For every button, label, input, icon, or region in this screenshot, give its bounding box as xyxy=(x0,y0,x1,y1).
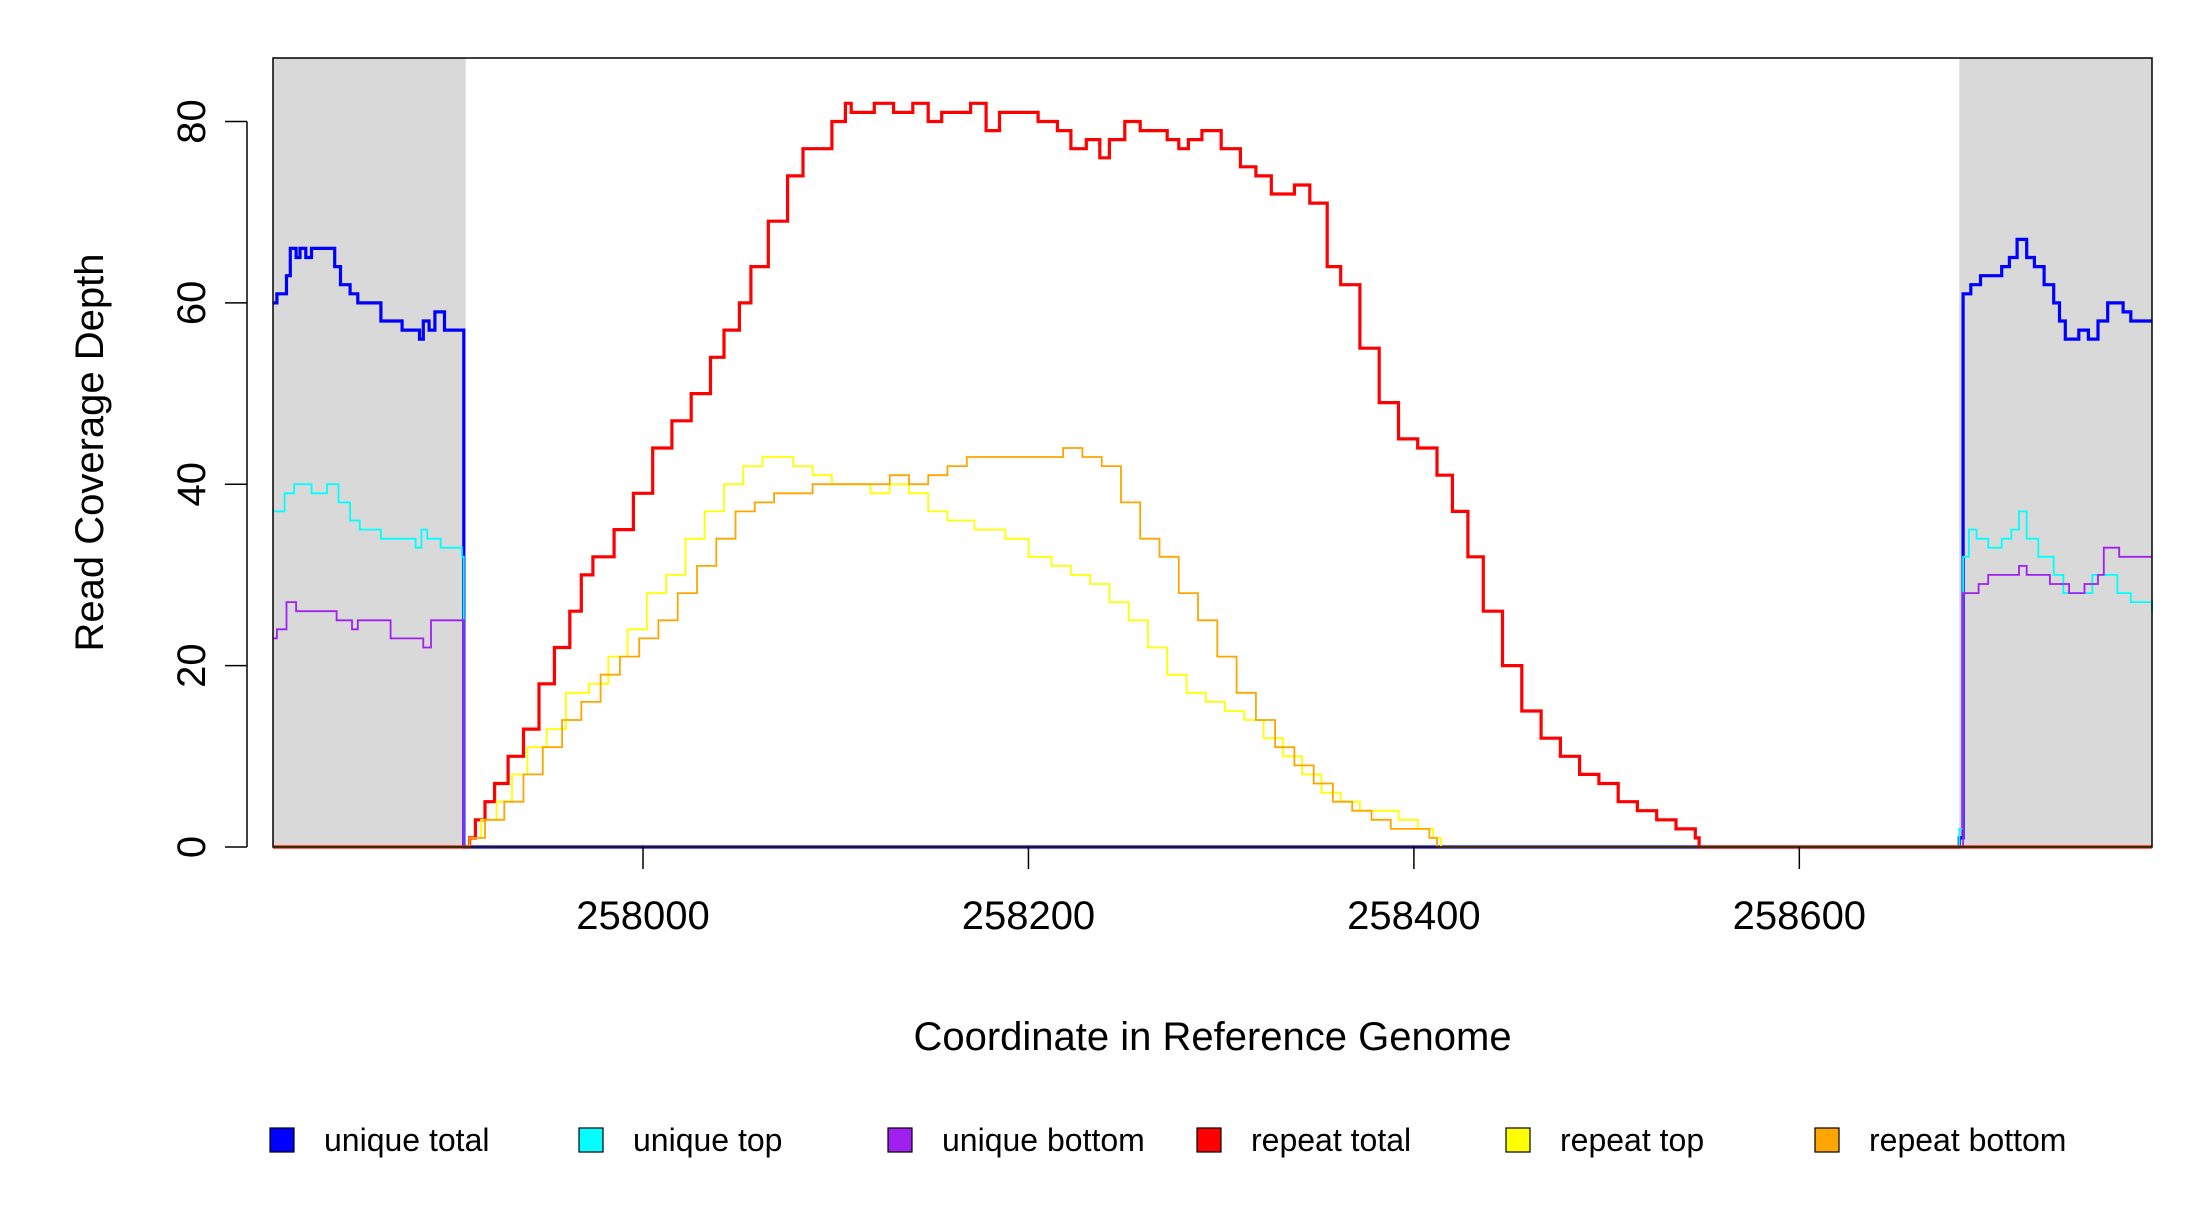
legend-label-unique-top: unique top xyxy=(633,1122,782,1158)
y-tick-label-2: 40 xyxy=(170,462,214,507)
x-tick-label-2: 258400 xyxy=(1347,894,1480,938)
series-line-repeat-bottom xyxy=(273,447,2152,848)
series-line-unique-bottom xyxy=(273,546,2152,848)
shaded-region-1 xyxy=(1959,58,2152,847)
series-line-unique-total xyxy=(273,237,2152,849)
legend-swatch-repeat-total xyxy=(1196,1127,1222,1153)
x-axis: 258000 258200 258400 258600 xyxy=(576,847,1866,938)
y-axis: 0 20 40 60 80 xyxy=(170,99,248,858)
x-tick-label-3: 258600 xyxy=(1733,894,1866,938)
y-tick-label-1: 20 xyxy=(170,643,214,688)
x-tick-label-0: 258000 xyxy=(576,894,709,938)
y-tick-label-3: 60 xyxy=(170,281,214,326)
shaded-regions xyxy=(273,58,2152,847)
legend-swatch-unique-total xyxy=(269,1127,295,1153)
series-lines xyxy=(273,101,2153,849)
legend-swatch-repeat-bottom xyxy=(1814,1127,1840,1153)
legend-label-unique-bottom: unique bottom xyxy=(942,1122,1145,1158)
legend-label-repeat-bottom: repeat bottom xyxy=(1869,1122,2066,1158)
y-tick-label-4: 80 xyxy=(170,99,214,144)
legend-swatch-unique-top xyxy=(578,1127,604,1153)
series-line-repeat-top xyxy=(273,456,2152,848)
y-axis-label: Read Coverage Depth xyxy=(68,253,112,651)
shaded-region-0 xyxy=(273,58,466,847)
x-tick-label-1: 258200 xyxy=(962,894,1095,938)
series-line-repeat-total xyxy=(273,101,2152,849)
legend-label-repeat-total: repeat total xyxy=(1251,1122,1411,1158)
legend-swatch-unique-bottom xyxy=(887,1127,913,1153)
legend-swatch-repeat-top xyxy=(1505,1127,1531,1153)
legend-label-unique-total: unique total xyxy=(324,1122,489,1158)
legend: unique total unique top unique bottom repea… xyxy=(269,1122,2066,1158)
x-axis-label: Coordinate in Reference Genome xyxy=(913,1015,1511,1059)
y-tick-label-0: 0 xyxy=(170,836,214,858)
legend-label-repeat-top: repeat top xyxy=(1560,1122,1704,1158)
plot-frame xyxy=(272,57,2153,848)
